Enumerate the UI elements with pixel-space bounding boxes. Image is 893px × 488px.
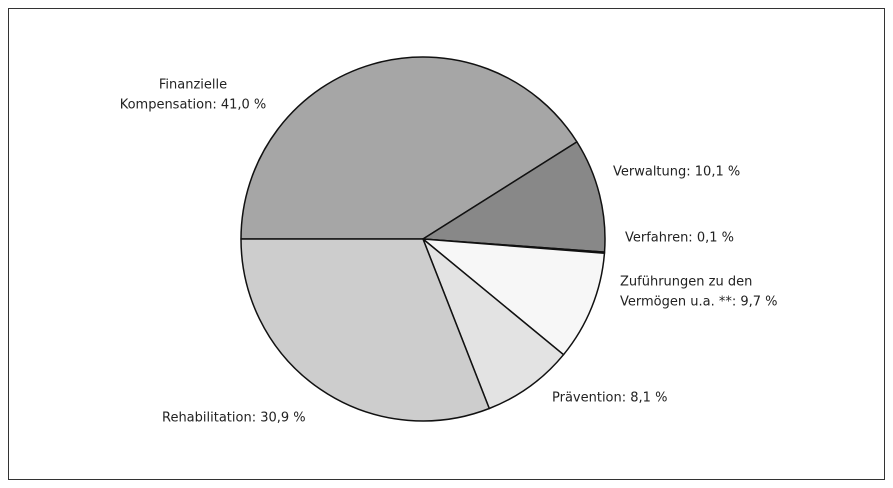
- slice-label: Kompensation: 41,0 %: [120, 98, 267, 113]
- slice-label: Verwaltung: 10,1 %: [613, 165, 740, 180]
- slice-label: Rehabilitation: 30,9 %: [162, 411, 306, 426]
- pie-slice: [240, 56, 578, 240]
- slice-label: Prävention: 8,1 %: [552, 391, 667, 406]
- pie-slice: [422, 141, 606, 253]
- slice-label: Verfahren: 0,1 %: [625, 231, 734, 246]
- pie-slice: [422, 238, 565, 410]
- slice-label: Zuführungen zu den: [620, 275, 752, 290]
- slice-label: Finanzielle: [159, 78, 227, 93]
- pie-slice: [240, 238, 491, 422]
- pie-slice: [422, 238, 606, 356]
- slice-label: Vermögen u.a. **: 9,7 %: [620, 295, 778, 310]
